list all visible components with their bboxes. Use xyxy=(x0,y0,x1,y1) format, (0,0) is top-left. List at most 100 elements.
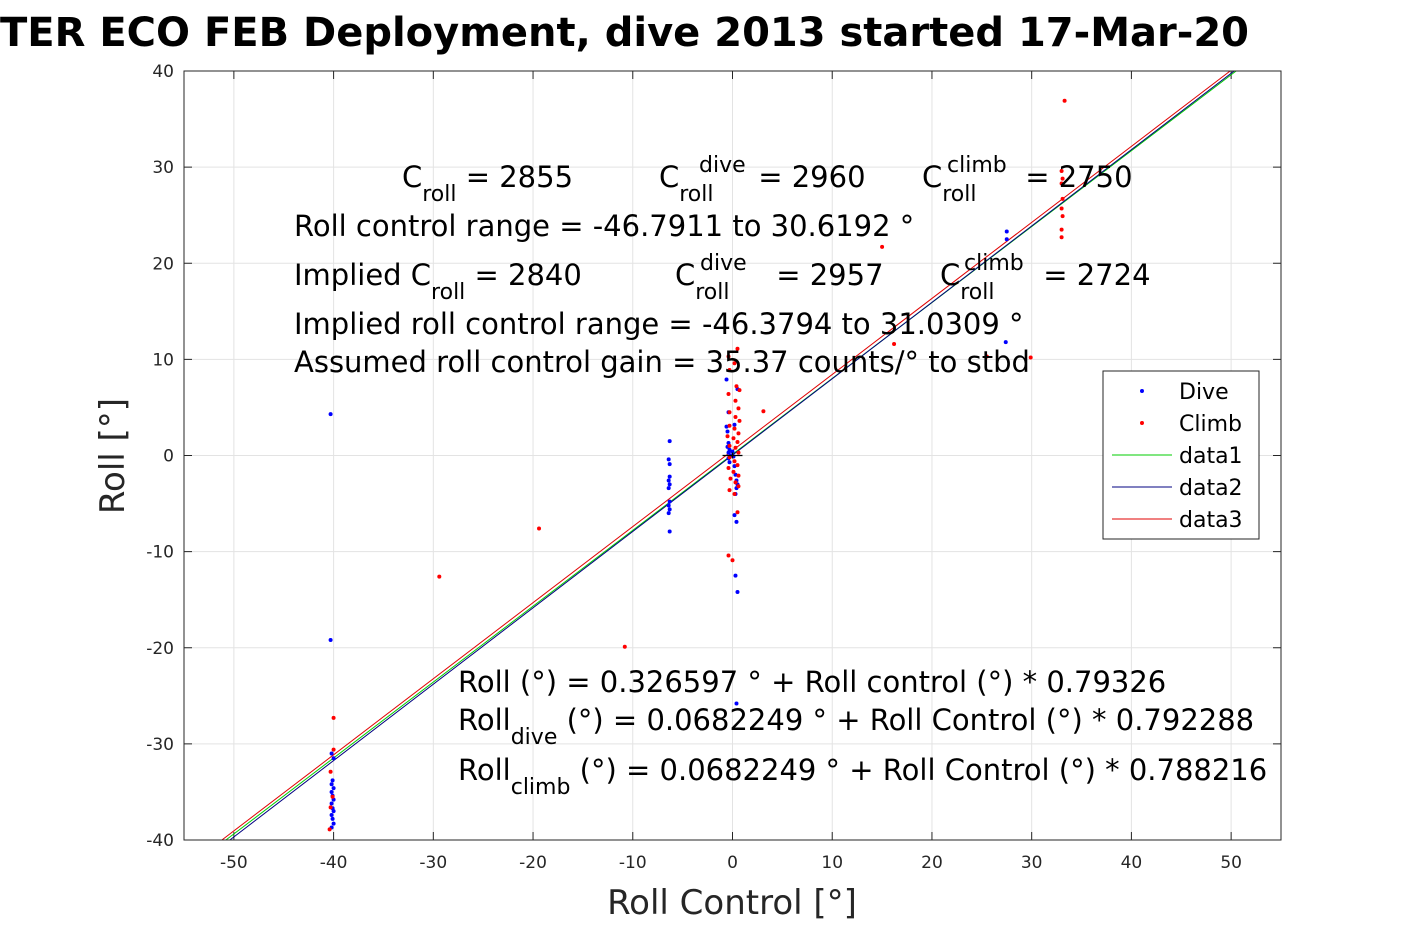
origin-cross xyxy=(722,452,743,459)
point-climb xyxy=(737,418,742,423)
x-tick-label: 0 xyxy=(727,853,738,873)
x-tick-label: -50 xyxy=(220,853,248,873)
y-tick-label: -40 xyxy=(146,831,174,851)
legend-label-climb: Climb xyxy=(1179,412,1242,437)
point-climb xyxy=(732,491,737,496)
point-climb xyxy=(327,827,332,832)
point-dive xyxy=(330,778,335,783)
annotation-implied-range: Implied roll control range = -46.3794 to… xyxy=(294,307,1024,341)
point-climb xyxy=(726,354,731,359)
point-climb xyxy=(732,426,737,431)
point-climb xyxy=(1062,98,1067,103)
annotation-c-roll-dive: Croll = 2960 xyxy=(659,160,866,207)
point-climb xyxy=(984,354,989,359)
annotation-implied-c-roll: Implied Croll = 2840 xyxy=(294,258,582,305)
x-tick-label: -10 xyxy=(619,853,647,873)
point-dive xyxy=(331,756,336,761)
annotation-c-roll-climb-sup: climb xyxy=(947,153,1007,178)
x-tick-label: 50 xyxy=(1220,853,1242,873)
point-dive xyxy=(329,782,334,787)
legend-marker-dive xyxy=(1140,389,1144,393)
x-tick-label: -30 xyxy=(419,853,447,873)
point-dive xyxy=(329,751,334,756)
point-climb xyxy=(437,574,442,579)
point-climb xyxy=(737,388,742,393)
point-climb xyxy=(1059,206,1064,211)
y-tick-label: 20 xyxy=(152,254,174,274)
point-dive xyxy=(666,457,671,462)
point-dive xyxy=(329,789,334,794)
x-axis-label: Roll Control [°] xyxy=(607,883,857,923)
point-climb xyxy=(892,341,897,346)
annotations: Croll = 2855 Croll = 2960 dive Croll = 2… xyxy=(294,153,1267,800)
annotation-c-roll-climb: Croll = 2750 xyxy=(922,160,1133,207)
point-climb xyxy=(726,465,731,470)
plot-frame xyxy=(183,70,1282,841)
point-dive xyxy=(666,511,671,516)
point-climb xyxy=(328,769,333,774)
point-climb xyxy=(735,510,740,515)
point-climb xyxy=(730,558,735,563)
point-dive xyxy=(667,507,672,512)
point-climb xyxy=(727,455,732,460)
point-climb xyxy=(735,346,740,351)
point-dive xyxy=(667,529,672,534)
point-climb xyxy=(725,434,730,439)
point-climb xyxy=(1059,168,1064,173)
point-dive xyxy=(667,439,672,444)
annotation-c-roll: Croll = 2855 xyxy=(402,160,573,207)
point-dive xyxy=(725,429,730,434)
point-climb xyxy=(330,794,335,799)
point-dive xyxy=(667,482,672,487)
point-dive xyxy=(666,486,671,491)
point-climb xyxy=(735,440,740,445)
point-dive xyxy=(330,816,335,821)
legend-label-data1: data1 xyxy=(1179,444,1243,469)
point-dive xyxy=(1003,340,1008,345)
scatter-points xyxy=(327,98,1067,832)
annotation-fit-climb: Rollclimb (°) = 0.0682249 ° + Roll Contr… xyxy=(458,753,1267,800)
point-dive xyxy=(329,813,334,818)
annotation-implied-dive: Croll = 2957 xyxy=(675,258,884,305)
point-dive xyxy=(331,809,336,814)
legend: Dive Climb data1 data2 data3 xyxy=(1102,370,1260,540)
point-climb xyxy=(328,805,333,810)
point-climb xyxy=(728,476,733,481)
point-climb xyxy=(1060,176,1065,181)
point-climb xyxy=(733,480,738,485)
point-climb xyxy=(1060,196,1065,201)
point-climb xyxy=(732,459,737,464)
y-tick-label: 30 xyxy=(152,158,174,178)
point-climb xyxy=(1059,235,1064,240)
point-climb xyxy=(331,747,336,752)
point-dive xyxy=(1004,237,1009,242)
y-tick-label: 10 xyxy=(152,350,174,370)
point-dive xyxy=(666,503,671,508)
point-climb xyxy=(1028,355,1033,360)
annotation-c-roll-dive-sup: dive xyxy=(699,153,746,178)
x-tick-label: 20 xyxy=(921,853,943,873)
point-dive xyxy=(727,460,732,465)
chart-title: TER ECO FEB Deployment, dive 2013 starte… xyxy=(0,10,1249,56)
point-climb xyxy=(727,488,732,493)
point-dive xyxy=(331,821,336,826)
point-climb xyxy=(731,469,736,474)
point-dive xyxy=(724,377,729,382)
point-climb xyxy=(537,526,542,531)
point-climb xyxy=(734,384,739,389)
x-tick-label: 10 xyxy=(821,853,843,873)
point-climb xyxy=(331,715,336,720)
y-axis-label: Roll [°] xyxy=(93,398,133,514)
point-climb xyxy=(726,391,731,396)
point-climb xyxy=(733,398,738,403)
point-climb xyxy=(736,450,741,455)
x-tick-label: -20 xyxy=(519,853,547,873)
point-climb xyxy=(736,431,741,436)
x-tick-label: 30 xyxy=(1021,853,1043,873)
annotation-control-range: Roll control range = -46.7911 to 30.6192… xyxy=(294,209,914,243)
point-climb xyxy=(622,644,627,649)
legend-label-data2: data2 xyxy=(1179,476,1243,501)
point-climb xyxy=(1060,214,1065,219)
annotation-gain: Assumed roll control gain = 35.37 counts… xyxy=(294,345,1030,379)
